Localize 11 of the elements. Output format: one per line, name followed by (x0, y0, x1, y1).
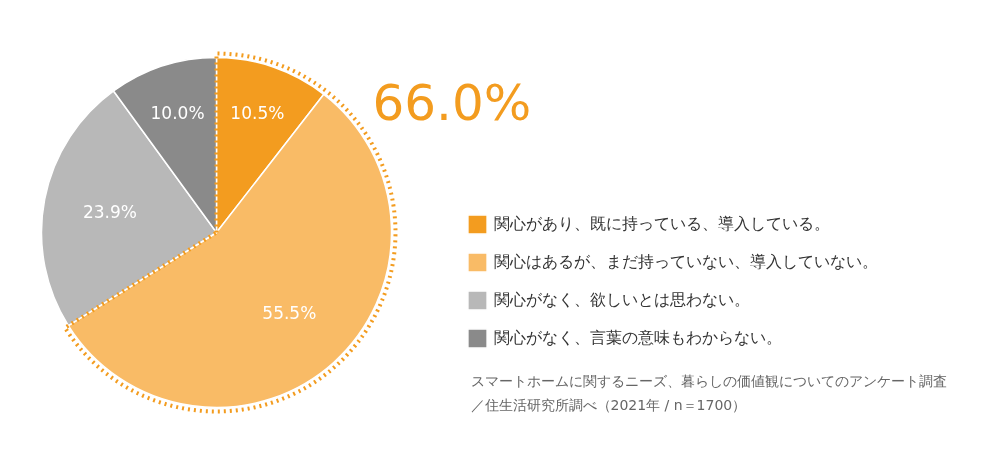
text: ／住生活研究所調べ（2021年 / n＝1700） (470, 396, 747, 413)
legend-label: 関心はあるが、まだ持っていない、導入していない。 (494, 251, 878, 273)
data-label: 10.0% (150, 102, 205, 123)
legend-label: 関心がなく、言葉の意味もわからない。 (494, 327, 782, 349)
text: スマートホームに関するニーズ、暮らしの価値観についてのアンケート調査 (470, 372, 947, 389)
legend-label: 関心があり、既に持っている、導入している。 (494, 213, 830, 235)
data-label: 10.5% (230, 103, 285, 124)
legend-label: 関心がなく、欲しいとは思わない。 (494, 289, 750, 311)
data-label: 23.9% (82, 201, 137, 222)
data-label: 55.5% (262, 302, 317, 323)
text: 66.0% (372, 73, 532, 132)
